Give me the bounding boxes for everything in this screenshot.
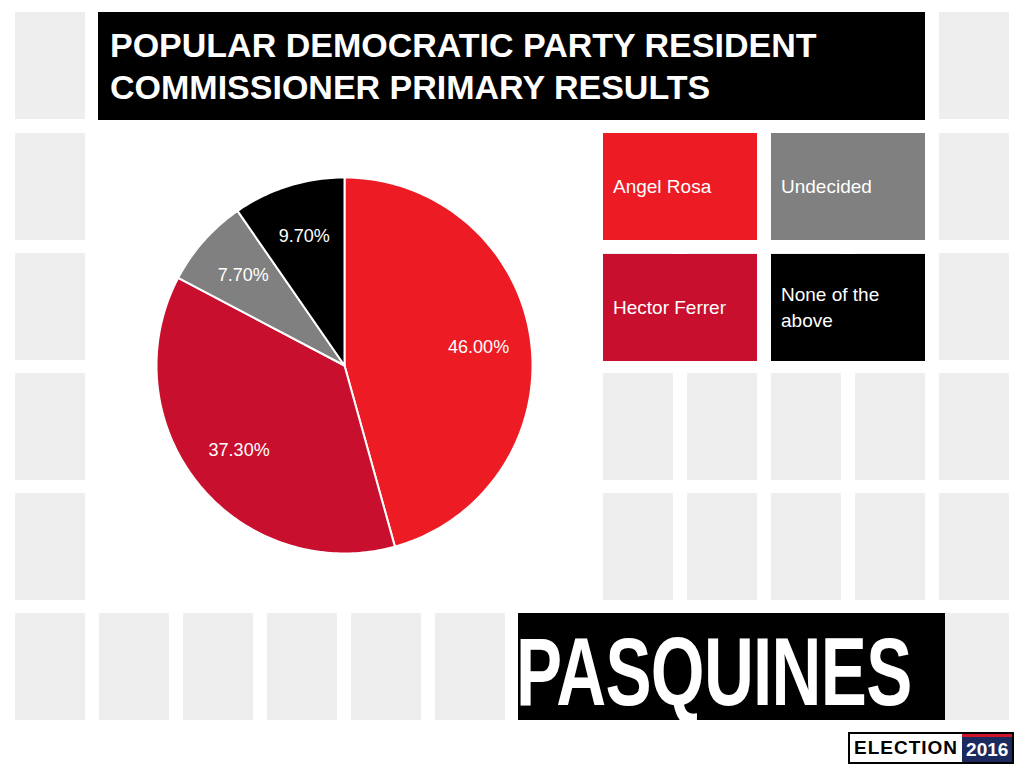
html-text:Angel Rosa: Angel Rosa <box>613 175 712 197</box>
html-text:Undecided: Undecided <box>781 175 872 197</box>
html-text:ELECTION 2016: ELECTION 2016 <box>854 737 1009 760</box>
svg-text:46.00%: 46.00% <box>448 337 509 357</box>
svg-text:9.70%: 9.70% <box>279 226 330 246</box>
svg-text:37.30%: 37.30% <box>209 440 270 460</box>
html-text:Hector Ferrer: Hector Ferrer <box>613 296 726 318</box>
html-text:POPULAR DEMOCRATIC PARTY RESID: POPULAR DEMOCRATIC PARTY RESIDENT COMMIS… <box>110 26 817 106</box>
html-text:PASQUINES: PASQUINES <box>516 618 912 725</box>
svg-text:7.70%: 7.70% <box>218 265 269 285</box>
html-text:None of the above: None of the above <box>781 283 880 331</box>
